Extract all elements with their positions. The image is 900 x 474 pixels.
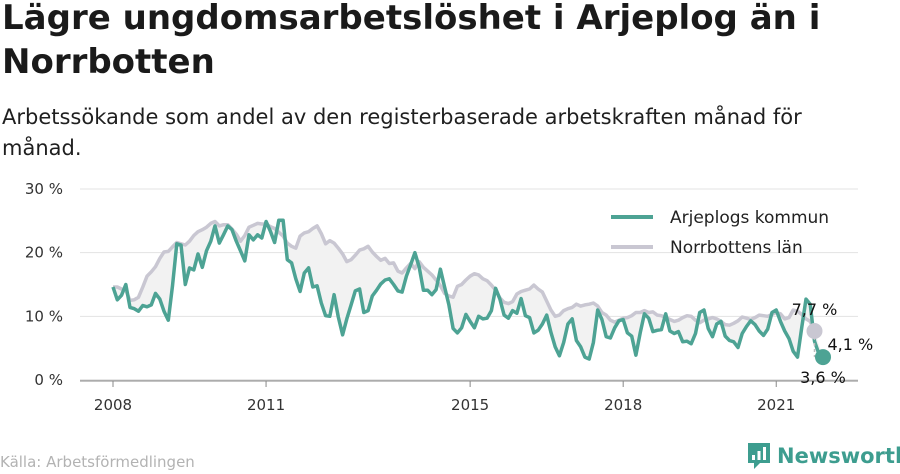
y-axis-ticks: 0 % 10 % 20 % 30 %: [25, 180, 63, 389]
legend: Arjeplogs kommun Norrbottens län: [611, 208, 829, 258]
x-axis: 2008 2011 2015 2018 2021: [80, 380, 858, 414]
y-tick-label: 20 %: [25, 244, 63, 262]
x-tick-label: 2011: [247, 396, 285, 414]
end-label-lan: 7,7 %: [792, 300, 838, 319]
chart-title: Lägre ungdomsarbetslöshet i Arjeplog än …: [2, 0, 821, 82]
gap-label: 4,1 %: [827, 335, 873, 354]
end-label-kommun: 3,6 %: [800, 368, 846, 387]
legend-label-kommun: Arjeplogs kommun: [670, 208, 829, 228]
newsworthy-logo-icon: [748, 443, 770, 469]
end-dot-lan: [806, 322, 823, 339]
y-tick-label: 0 %: [34, 371, 63, 389]
x-tick-label: 2008: [94, 396, 132, 414]
end-markers: 7,7 % 3,6 % 4,1 %: [792, 300, 874, 387]
chart-subtitle: Arbetssökande som andel av den registerb…: [2, 105, 802, 160]
series-line-arjeplogs-kommun: [111, 218, 825, 361]
y-tick-label: 10 %: [25, 307, 63, 325]
gridlines: [80, 188, 858, 381]
end-dot-kommun: [815, 349, 831, 366]
brand-name: Newsworthy: [777, 444, 900, 468]
difference-area: [113, 220, 823, 359]
x-tick-label: 2018: [604, 396, 642, 414]
y-tick-label: 30 %: [25, 180, 63, 198]
x-tick-label: 2015: [451, 396, 489, 414]
source-note: Källa: Arbetsförmedlingen: [0, 453, 195, 471]
brand-logo: Newsworthy: [746, 440, 900, 472]
legend-label-lan: Norrbottens län: [670, 238, 803, 258]
x-tick-label: 2021: [757, 396, 795, 414]
line-chart: 0 % 10 % 20 % 30 % 2008 2011 2015 2018 2021 7,7…: [25, 180, 874, 414]
